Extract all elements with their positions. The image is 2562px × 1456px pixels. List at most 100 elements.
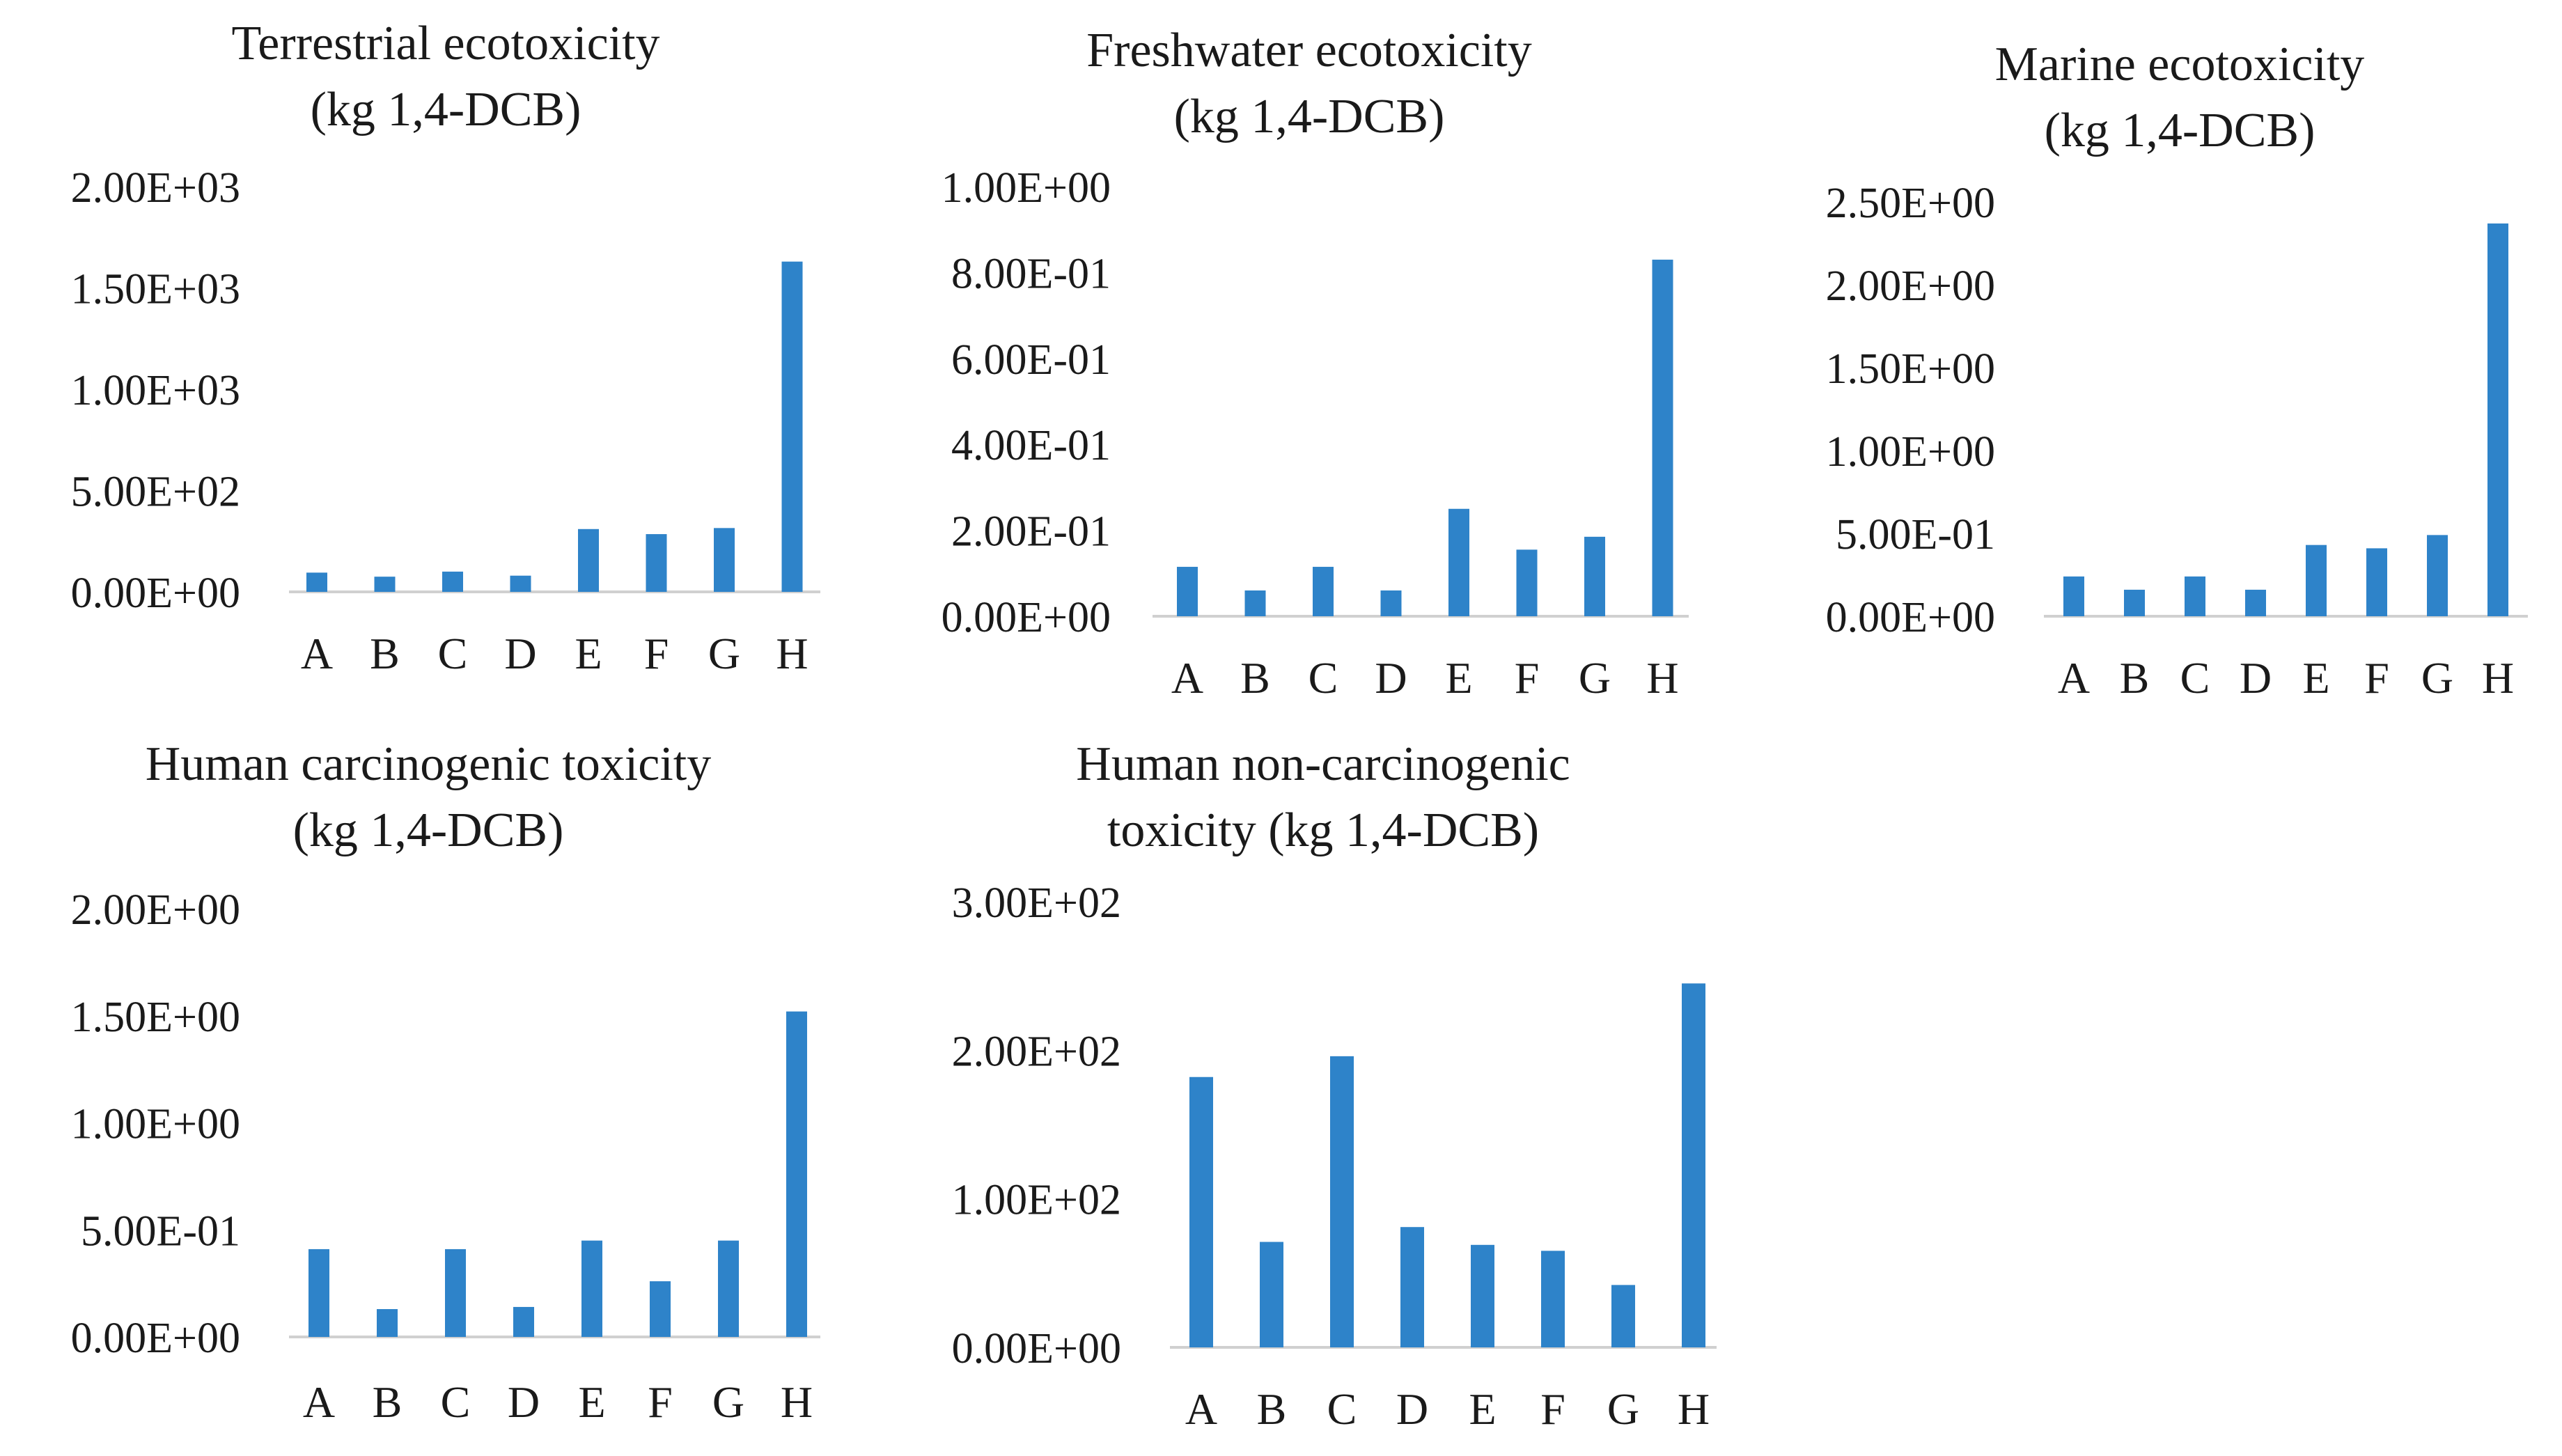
chart-2-category-label: F xyxy=(1515,653,1540,703)
chart-2-ytick-label: 2.00E-01 xyxy=(951,508,1111,556)
chart-4-bar-G xyxy=(718,1240,739,1337)
chart-1-category-label: A xyxy=(301,629,333,678)
chart-4-bar-B xyxy=(377,1309,398,1337)
chart-1-bar-E xyxy=(578,529,599,592)
chart-5-category-label: G xyxy=(1607,1384,1639,1434)
chart-4-bar-E xyxy=(581,1240,602,1337)
chart-2-category-label: E xyxy=(1445,653,1472,703)
chart-2-category-label: A xyxy=(1171,653,1203,703)
chart-3-ytick-label: 0.00E+00 xyxy=(1826,594,1995,641)
chart-3-category-label: F xyxy=(2364,653,2389,703)
chart-1-ytick-label: 2.00E+03 xyxy=(71,164,240,212)
chart-5-category-label: H xyxy=(1678,1384,1710,1434)
chart-3-category-label: D xyxy=(2240,653,2272,703)
chart-5-category-label: F xyxy=(1540,1384,1565,1434)
chart-2-ytick-label: 6.00E-01 xyxy=(951,336,1111,384)
chart-1-bar-A xyxy=(306,572,327,592)
chart-3-ytick-label: 2.00E+00 xyxy=(1826,263,1995,310)
chart-4-bar-D xyxy=(513,1306,534,1337)
chart-1-ytick-label: 5.00E+02 xyxy=(71,469,240,516)
chart-4-category-label: B xyxy=(373,1377,403,1427)
chart-5-bar-B xyxy=(1260,1242,1283,1347)
chart-5-bar-H xyxy=(1682,983,1705,1347)
chart-3-bar-E xyxy=(2306,545,2327,616)
chart-2-category-label: B xyxy=(1240,653,1270,703)
chart-3-title-line-2: (kg 1,4-DCB) xyxy=(2045,104,2315,157)
chart-5-category-label: A xyxy=(1185,1384,1217,1434)
chart-3-category-label: H xyxy=(2482,653,2514,703)
chart-5-category-label: C xyxy=(1327,1384,1357,1434)
chart-2-bar-B xyxy=(1244,590,1266,616)
chart-5-bar-F xyxy=(1541,1251,1565,1347)
chart-1-title-line-1: Terrestrial ecotoxicity xyxy=(231,17,659,70)
chart-4-bar-H xyxy=(786,1011,807,1337)
chart-1-ytick-label: 0.00E+00 xyxy=(71,570,240,617)
chart-1-category-label: C xyxy=(438,629,468,678)
chart-1-bar-D xyxy=(510,575,531,592)
chart-5-category-label: B xyxy=(1257,1384,1287,1434)
chart-1-ytick-label: 1.50E+03 xyxy=(71,266,240,313)
chart-4-category-label: G xyxy=(712,1377,744,1427)
chart-2-bar-C xyxy=(1313,567,1334,616)
chart-2-bar-G xyxy=(1584,536,1605,616)
chart-3-ytick-label: 2.50E+00 xyxy=(1826,180,1995,227)
chart-4-bar-F xyxy=(650,1281,671,1337)
chart-5-category-label: D xyxy=(1396,1384,1428,1434)
chart-2-bar-H xyxy=(1652,259,1673,616)
chart-4-category-label: H xyxy=(781,1377,813,1427)
chart-5-ytick-label: 3.00E+02 xyxy=(952,879,1121,927)
chart-1-bar-F xyxy=(646,534,667,592)
chart-3-category-label: G xyxy=(2421,653,2453,703)
chart-1-category-label: H xyxy=(776,629,808,678)
chart-2-bar-A xyxy=(1177,567,1198,616)
chart-4-bar-C xyxy=(445,1248,466,1337)
chart-4-title-line-1: Human carcinogenic toxicity xyxy=(146,737,712,791)
chart-5-bar-E xyxy=(1471,1244,1494,1347)
chart-3-bar-D xyxy=(2245,589,2266,616)
chart-1-title-line-2: (kg 1,4-DCB) xyxy=(311,83,581,136)
chart-4-ytick-label: 0.00E+00 xyxy=(71,1315,240,1362)
chart-2-bar-F xyxy=(1516,549,1538,616)
chart-2-title-line-1: Freshwater ecotoxicity xyxy=(1086,24,1532,77)
chart-4-ytick-label: 1.50E+00 xyxy=(71,994,240,1041)
chart-5-bar-G xyxy=(1611,1285,1635,1347)
chart-4-category-label: C xyxy=(441,1377,471,1427)
chart-2-category-label: C xyxy=(1309,653,1338,703)
chart-4-bar-A xyxy=(308,1248,329,1337)
chart-1-category-label: G xyxy=(708,629,740,678)
chart-2-title-line-2: (kg 1,4-DCB) xyxy=(1174,90,1445,143)
chart-2-category-label: G xyxy=(1579,653,1611,703)
chart-1-bar-G xyxy=(714,528,735,592)
chart-1-bar-B xyxy=(374,577,396,592)
chart-3-bar-C xyxy=(2185,576,2205,616)
chart-2-category-label: D xyxy=(1375,653,1407,703)
chart-4-ytick-label: 1.00E+00 xyxy=(71,1101,240,1148)
chart-4-title-line-2: (kg 1,4-DCB) xyxy=(293,804,564,857)
chart-4-category-label: E xyxy=(578,1377,605,1427)
chart-1-category-label: E xyxy=(575,629,602,678)
chart-5-category-label: E xyxy=(1469,1384,1496,1434)
chart-1-bar-H xyxy=(781,261,803,592)
chart-3-category-label: E xyxy=(2302,653,2329,703)
chart-3-ytick-label: 1.50E+00 xyxy=(1826,345,1995,393)
chart-1-bar-C xyxy=(442,571,463,592)
chart-4-category-label: A xyxy=(303,1377,335,1427)
chart-3-category-label: C xyxy=(2180,653,2210,703)
chart-3-bar-A xyxy=(2063,576,2084,616)
chart-5-bar-D xyxy=(1400,1227,1424,1347)
chart-5-bar-A xyxy=(1189,1077,1213,1347)
chart-3-bar-B xyxy=(2124,589,2145,616)
chart-4-ytick-label: 2.00E+00 xyxy=(71,886,240,934)
chart-2-bar-D xyxy=(1380,590,1402,616)
chart-3-ytick-label: 5.00E-01 xyxy=(1836,511,1995,558)
chart-4-category-label: F xyxy=(648,1377,673,1427)
chart-2-ytick-label: 1.00E+00 xyxy=(942,164,1111,212)
chart-5-title-line-1: Human non-carcinogenic xyxy=(1076,737,1570,791)
chart-2-bar-E xyxy=(1448,508,1469,616)
chart-4-ytick-label: 5.00E-01 xyxy=(81,1207,240,1255)
chart-5-ytick-label: 0.00E+00 xyxy=(952,1325,1121,1372)
chart-3-category-label: B xyxy=(2120,653,2150,703)
chart-3-bar-F xyxy=(2366,548,2387,616)
chart-3-ytick-label: 1.00E+00 xyxy=(1826,428,1995,476)
chart-3-bar-H xyxy=(2487,223,2508,616)
